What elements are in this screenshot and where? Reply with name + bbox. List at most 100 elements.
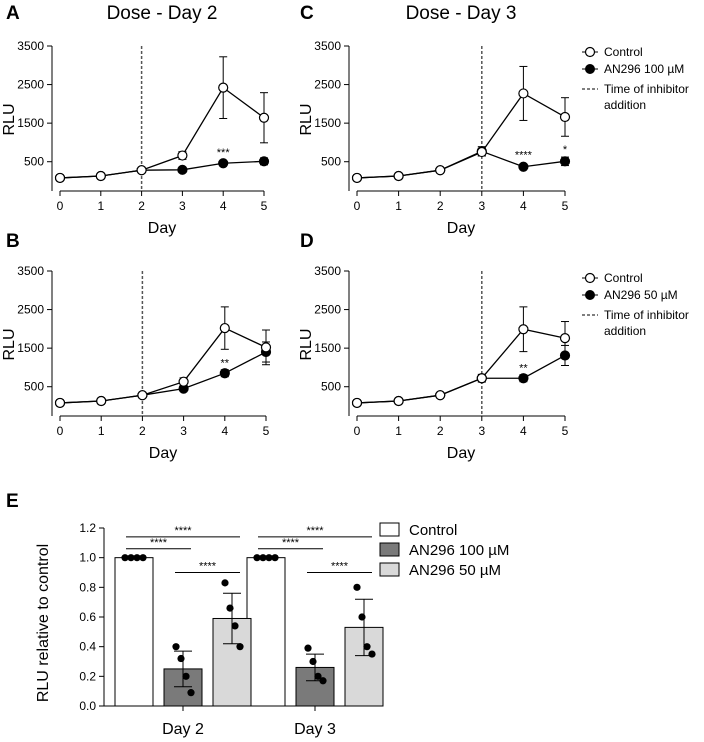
data-point-e-control-0 [127,554,135,562]
data-point-c-drug [518,161,529,172]
data-point-a-control [54,172,66,184]
x-tick-label-c-4: 4 [520,199,527,213]
data-point-e-control-0 [133,554,141,562]
y-tick-label-d-1: 1500 [314,341,341,355]
data-point-c-control [476,146,487,158]
data-point-d-control [518,324,529,335]
x-tick-label-d-0: 0 [354,424,361,438]
significance-marker-d-0: ** [519,362,528,374]
significance-marker-a-0: *** [217,147,231,159]
data-point-d-control [559,333,571,344]
y-tick-label-e-0: 0.0 [79,699,96,713]
data-point-e-dose50-0 [221,579,229,587]
data-point-d-control [351,397,363,409]
data-point-e-dose100-1 [314,672,322,680]
y-tick-label-e-5: 1.0 [79,551,96,565]
data-point-c-control [435,165,446,176]
y-tick-label-d-2: 2500 [314,303,341,317]
data-point-e-control-1 [265,554,273,562]
y-tick-label-e-4: 0.8 [79,580,96,594]
x-tick-label-b-3: 3 [180,424,187,438]
bar-control-0 [114,557,154,707]
y-tick-label-e-2: 0.4 [79,640,96,654]
data-point-b-control [137,390,148,401]
x-tick-label-a-4: 4 [220,199,227,213]
data-point-e-dose50-0 [236,643,244,651]
series-line-c-drug [356,150,566,179]
y-tick-label-c-3: 3500 [314,39,341,53]
data-point-b-control [178,376,189,387]
data-point-a-control [177,150,188,161]
data-point-b-drug [219,368,230,379]
legend-bar-swatch-dose50 [379,562,400,577]
x-tick-label-d-2: 2 [437,424,444,438]
y-tick-label-a-1: 1500 [17,116,44,130]
legend-top-drug-marker [585,64,595,74]
x-tick-label-b-2: 2 [139,424,146,438]
panel-label-c: C [300,3,314,24]
y-tick-label-b-2: 2500 [17,303,44,317]
data-point-e-dose50-1 [353,583,361,591]
y-axis-title-a: RLU [1,103,18,135]
legend-top-inhibitor-label-2: addition [604,98,646,112]
x-tick-label-e-1: Day 3 [294,721,336,738]
y-tick-label-b-3: 3500 [17,264,44,278]
series-line-a-drug [59,160,265,179]
x-tick-label-a-2: 2 [138,199,145,213]
data-point-d-drug [518,373,529,384]
data-point-e-dose100-1 [309,657,317,666]
data-point-e-control-1 [253,554,261,562]
x-tick-label-c-3: 3 [478,199,485,213]
legend-middle-control-label: Control [604,271,643,285]
x-tick-label-d-1: 1 [395,424,402,438]
x-tick-label-d-5: 5 [562,424,569,438]
panel-title-a: Dose - Day 2 [107,3,218,24]
data-point-b-control [96,395,107,407]
data-point-e-control-0 [121,554,129,562]
series-line-d-drug [356,354,566,404]
data-point-a-control [95,170,106,182]
x-tick-label-d-3: 3 [478,424,485,438]
data-point-d-control [435,390,446,401]
significance-label-e-1: **** [174,525,192,537]
x-axis-title-b: Day [149,445,177,462]
data-point-e-control-0 [139,554,147,562]
x-tick-label-a-0: 0 [57,199,64,213]
x-tick-label-a-5: 5 [261,199,268,213]
data-point-e-dose100-0 [187,689,195,697]
legend-top-drug-label: AN296 100 µM [604,62,684,76]
panel-label-e: E [6,491,19,512]
data-point-b-control [54,397,66,409]
data-point-c-control [393,170,404,182]
bar-control-1 [246,557,286,707]
data-point-e-dose100-1 [304,644,312,652]
x-tick-label-b-1: 1 [98,424,105,438]
data-point-e-dose50-1 [358,613,366,621]
data-point-a-drug [177,164,188,175]
significance-label-e-4: **** [306,525,324,537]
significance-marker-b-0: ** [221,358,230,370]
y-axis-title-e: RLU relative to control [35,544,52,702]
data-point-c-drug [559,156,571,167]
series-line-a-control [59,86,265,179]
data-point-e-dose100-1 [319,677,327,685]
series-line-c-control [356,92,566,179]
panel-label-a: A [6,3,20,24]
data-point-e-dose50-1 [363,643,371,651]
y-axis-title-d: RLU [298,328,315,360]
x-tick-label-b-4: 4 [221,424,228,438]
legend-top-control-label: Control [604,45,643,59]
x-tick-label-a-3: 3 [179,199,186,213]
legend-bar-swatch-dose100 [379,542,400,557]
legend-bar-label-control: Control [409,522,457,539]
data-point-a-drug [218,158,229,169]
y-tick-label-a-2: 2500 [17,78,44,92]
y-tick-label-e-3: 0.6 [79,610,96,624]
panel-label-b: B [6,231,20,252]
data-point-e-dose100-0 [177,654,185,663]
x-tick-label-b-5: 5 [263,424,270,438]
panel-title-c: Dose - Day 3 [406,3,517,24]
y-tick-label-d-0: 500 [321,380,341,394]
data-point-c-control [518,88,529,99]
